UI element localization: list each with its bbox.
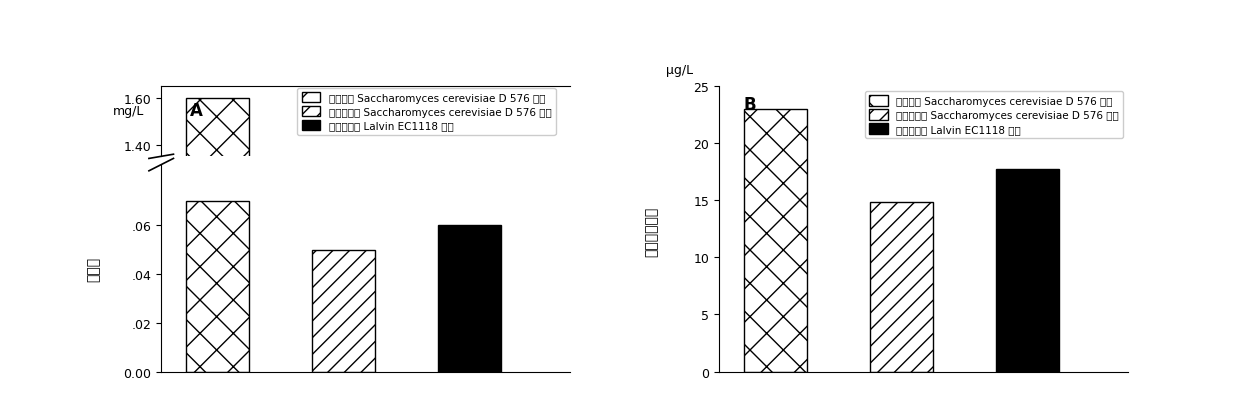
Bar <box>312 250 376 372</box>
Legend: 传统工艺 Saccharomyces cerevisiae D 576 酵母, 本发明工艺 Saccharomyces cerevisiae D 576 酵母,: 传统工艺 Saccharomyces cerevisiae D 576 酵母, … <box>298 88 556 135</box>
Text: 氰化物: 氰化物 <box>86 256 100 281</box>
Text: B: B <box>744 95 756 113</box>
Bar <box>438 226 501 372</box>
Bar <box>186 202 249 372</box>
Bar <box>186 98 249 413</box>
Text: A: A <box>190 102 202 120</box>
Text: 氨基甲酸乙酯: 氨基甲酸乙酯 <box>644 206 658 256</box>
Bar <box>744 109 807 372</box>
Bar <box>870 203 934 372</box>
Bar <box>996 170 1059 372</box>
Text: mg/L: mg/L <box>113 105 145 118</box>
Legend: 传统工艺 Saccharomyces cerevisiae D 576 酵母, 本发明工艺 Saccharomyces cerevisiae D 576 酵母,: 传统工艺 Saccharomyces cerevisiae D 576 酵母, … <box>866 92 1123 139</box>
Text: μg/L: μg/L <box>666 64 693 77</box>
